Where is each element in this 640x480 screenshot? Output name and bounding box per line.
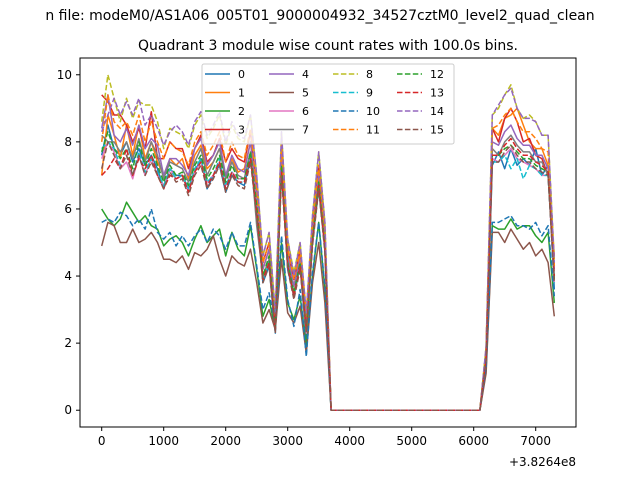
x-tick-label: 5000: [396, 434, 427, 448]
legend-label-12: 12: [430, 68, 444, 81]
legend-label-4: 4: [302, 68, 309, 81]
legend-label-14: 14: [430, 105, 444, 118]
x-tick-label: 4000: [334, 434, 365, 448]
x-tick-label: 6000: [458, 434, 489, 448]
series-group: [100, 74, 556, 411]
y-tick-label: 6: [64, 202, 72, 216]
y-tick-label: 10: [57, 68, 72, 82]
legend-label-3: 3: [238, 124, 245, 137]
legend-label-10: 10: [366, 105, 380, 118]
x-tick-label: 1000: [148, 434, 179, 448]
series-line-15: [100, 141, 556, 411]
legend-label-0: 0: [238, 68, 245, 81]
legend-label-2: 2: [238, 105, 245, 118]
y-axis: 0 2 4 6 8 10: [57, 68, 80, 417]
axes-title: Quadrant 3 module wise count rates with …: [138, 38, 518, 54]
axes-frame: [79, 57, 577, 428]
legend-label-13: 13: [430, 87, 444, 100]
y-tick-label: 0: [64, 403, 72, 417]
x-tick-label: 7000: [520, 434, 551, 448]
x-tick-label: 0: [98, 434, 106, 448]
x-offset-label: +3.8264e8: [509, 455, 576, 469]
x-axis: 0 1000 2000 3000 4000 5000 6000 7000: [98, 427, 551, 448]
legend-label-15: 15: [430, 124, 444, 137]
legend-label-5: 5: [302, 87, 309, 100]
y-tick-label: 8: [64, 135, 72, 149]
legend-box: [201, 63, 455, 145]
y-tick-label: 2: [64, 336, 72, 350]
legend-label-9: 9: [366, 87, 373, 100]
legend-label-1: 1: [238, 87, 245, 100]
figure-suptitle: n file: modeM0/AS1A06_005T01_9000004932_…: [45, 8, 594, 24]
x-tick-label: 2000: [210, 434, 241, 448]
legend-label-11: 11: [366, 124, 380, 137]
legend-label-6: 6: [302, 105, 309, 118]
legend-label-7: 7: [302, 124, 309, 137]
x-tick-label: 3000: [272, 434, 303, 448]
legend-label-8: 8: [366, 68, 373, 81]
y-tick-label: 4: [64, 269, 72, 283]
